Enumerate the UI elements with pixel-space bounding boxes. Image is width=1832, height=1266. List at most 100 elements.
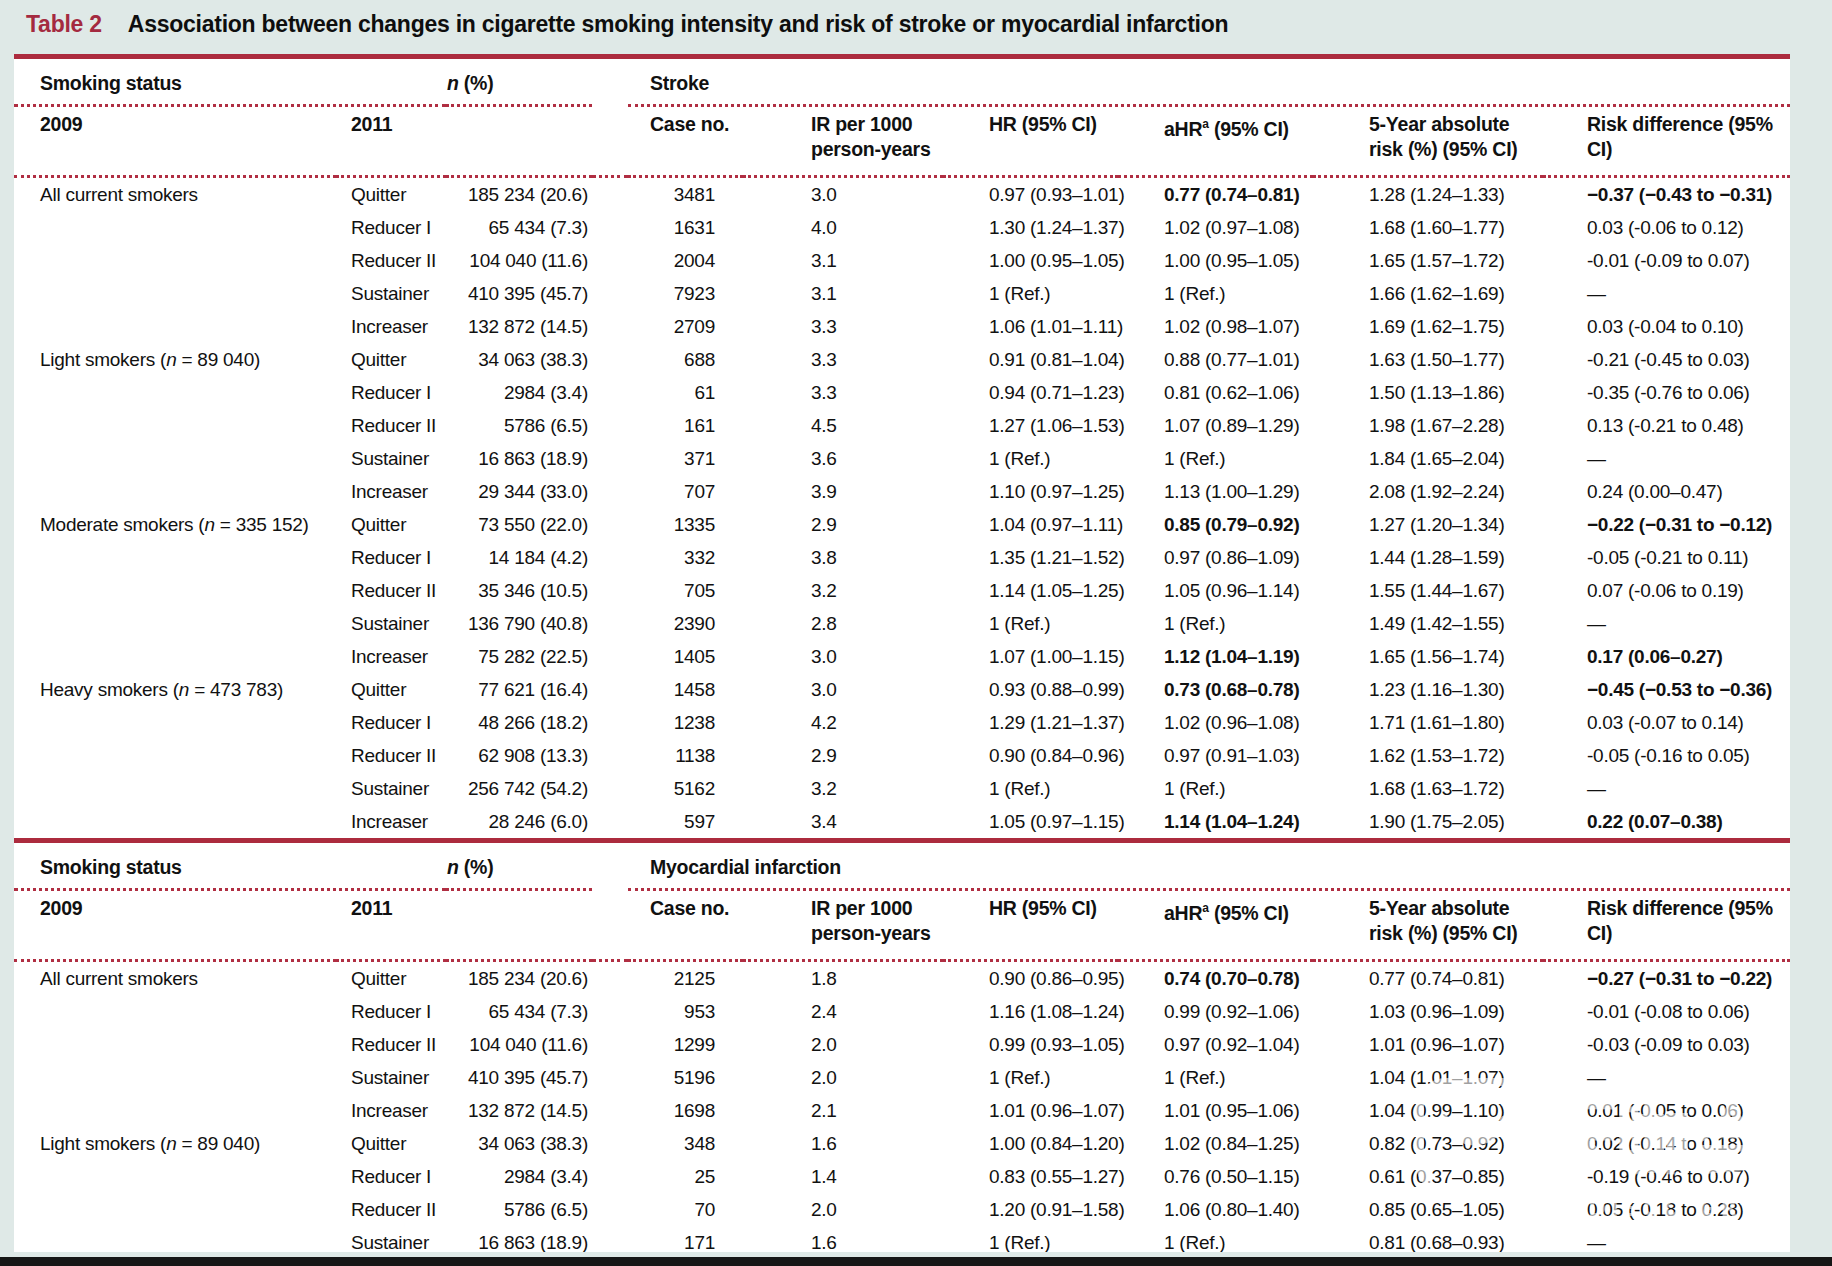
ir-cell: 3.6 <box>743 442 943 475</box>
n-pct-header: n (%) <box>446 59 592 107</box>
risk-diff-cell: -0.01 (-0.08 to 0.06) <box>1543 995 1790 1028</box>
spacer <box>592 277 628 310</box>
ir-cell: 2.8 <box>743 607 943 640</box>
hr-cell: 1.29 (1.21–1.37) <box>943 706 1118 739</box>
case-no-cell: 5162 <box>628 772 743 805</box>
status-2011-cell: Reducer I <box>336 995 446 1028</box>
spacer <box>592 343 628 376</box>
n-pct-cell: 104 040 (11.6) <box>446 1028 592 1061</box>
status-2011-cell: Reducer II <box>336 1193 446 1226</box>
group-cell: All current smokers <box>14 962 336 995</box>
ir-header: IR per 1000 person-years <box>743 107 943 178</box>
group-cell <box>14 1160 336 1193</box>
year-2009-header: 2009 <box>14 107 336 178</box>
case-no-cell: 61 <box>628 376 743 409</box>
hr-cell: 1 (Ref.) <box>943 442 1118 475</box>
ir-cell: 1.4 <box>743 1160 943 1193</box>
table-number-label: Table 2 <box>26 11 102 37</box>
status-2011-cell: Increaser <box>336 310 446 343</box>
table-row: Reducer II 62 908 (13.3) 1138 2.9 0.90 (… <box>14 739 1790 772</box>
spacer <box>592 962 628 995</box>
n-pct-cell: 14 184 (4.2) <box>446 541 592 574</box>
spacer <box>592 178 628 211</box>
n-pct-cell: 16 863 (18.9) <box>446 442 592 475</box>
case-no-cell: 2004 <box>628 244 743 277</box>
spacer <box>592 475 628 508</box>
status-2011-cell: Quitter <box>336 962 446 995</box>
ir-cell: 2.0 <box>743 1061 943 1094</box>
case-no-cell: 1631 <box>628 211 743 244</box>
n-pct-cell: 136 790 (40.8) <box>446 607 592 640</box>
status-2011-cell: Increaser <box>336 640 446 673</box>
table-row: All current smokers Quitter 185 234 (20.… <box>14 178 1790 211</box>
status-2011-cell: Sustainer <box>336 772 446 805</box>
status-2011-cell: Sustainer <box>336 277 446 310</box>
group-cell <box>14 640 336 673</box>
group-cell <box>14 310 336 343</box>
ahr-cell: 1.02 (0.96–1.08) <box>1118 706 1313 739</box>
n-pct-cell: 34 063 (38.3) <box>446 1127 592 1160</box>
ahr-cell: 1 (Ref.) <box>1118 607 1313 640</box>
case-no-cell: 7923 <box>628 277 743 310</box>
group-cell <box>14 541 336 574</box>
n-pct-cell: 185 234 (20.6) <box>446 962 592 995</box>
risk-diff-cell: — <box>1543 442 1790 475</box>
abs-risk-cell: 0.85 (0.65–1.05) <box>1313 1193 1543 1226</box>
risk-diff-cell: — <box>1543 1061 1790 1094</box>
risk-diff-cell: -0.01 (-0.09 to 0.07) <box>1543 244 1790 277</box>
ir-cell: 3.0 <box>743 640 943 673</box>
ahr-cell: 0.76 (0.50–1.15) <box>1118 1160 1313 1193</box>
n-pct-cell: 65 434 (7.3) <box>446 211 592 244</box>
spacer <box>592 891 628 962</box>
group-cell: Light smokers (n = 89 040) <box>14 343 336 376</box>
ir-cell: 3.1 <box>743 277 943 310</box>
abs-risk-cell: 0.77 (0.74–0.81) <box>1313 962 1543 995</box>
ahr-cell: 1.00 (0.95–1.05) <box>1118 244 1313 277</box>
ir-cell: 3.3 <box>743 343 943 376</box>
page-title: Table 2Association between changes in ci… <box>26 11 1782 38</box>
case-no-cell: 332 <box>628 541 743 574</box>
spacer <box>592 409 628 442</box>
n-pct-cell: 62 908 (13.3) <box>446 739 592 772</box>
table-row: Reducer II 35 346 (10.5) 705 3.2 1.14 (1… <box>14 574 1790 607</box>
case-no-cell: 2709 <box>628 310 743 343</box>
spacer <box>592 739 628 772</box>
n-pct-cell: 132 872 (14.5) <box>446 1094 592 1127</box>
hr-cell: 1 (Ref.) <box>943 772 1118 805</box>
spacer <box>592 376 628 409</box>
smoking-status-header: Smoking status <box>14 59 446 107</box>
group-cell <box>14 475 336 508</box>
hr-cell: 0.99 (0.93–1.05) <box>943 1028 1118 1061</box>
ir-cell: 3.9 <box>743 475 943 508</box>
spacer <box>592 640 628 673</box>
spacer <box>592 995 628 1028</box>
risk-diff-cell: 0.01 (-0.05 to 0.06) <box>1543 1094 1790 1127</box>
column-header-row: 2009 2011 Case no. IR per 1000 person-ye… <box>14 107 1790 178</box>
n-pct-cell: 48 266 (18.2) <box>446 706 592 739</box>
n-pct-cell: 2984 (3.4) <box>446 1160 592 1193</box>
case-no-cell: 1299 <box>628 1028 743 1061</box>
spacer <box>592 772 628 805</box>
status-2011-cell: Reducer II <box>336 409 446 442</box>
group-cell <box>14 211 336 244</box>
group-cell <box>14 574 336 607</box>
table-row: Increaser 75 282 (22.5) 1405 3.0 1.07 (1… <box>14 640 1790 673</box>
hr-header: HR (95% CI) <box>943 107 1118 178</box>
status-2011-cell: Sustainer <box>336 1226 446 1252</box>
n-pct-cell: 185 234 (20.6) <box>446 178 592 211</box>
risk-diff-cell: 0.24 (0.00–0.47) <box>1543 475 1790 508</box>
n-pct-cell: 75 282 (22.5) <box>446 640 592 673</box>
mi-table: Smoking status n (%) Myocardial infarcti… <box>14 838 1790 1252</box>
case-no-cell: 597 <box>628 805 743 838</box>
ir-cell: 2.9 <box>743 739 943 772</box>
group-cell <box>14 772 336 805</box>
risk-diff-cell: -0.05 (-0.16 to 0.05) <box>1543 739 1790 772</box>
case-no-cell: 2390 <box>628 607 743 640</box>
abs-risk-cell: 1.68 (1.60–1.77) <box>1313 211 1543 244</box>
case-no-cell: 1138 <box>628 739 743 772</box>
group-cell <box>14 1061 336 1094</box>
n-pct-cell: 410 395 (45.7) <box>446 1061 592 1094</box>
abs-risk-cell: 1.62 (1.53–1.72) <box>1313 739 1543 772</box>
group-cell <box>14 1226 336 1252</box>
table-row: Sustainer 16 863 (18.9) 171 1.6 1 (Ref.)… <box>14 1226 1790 1252</box>
